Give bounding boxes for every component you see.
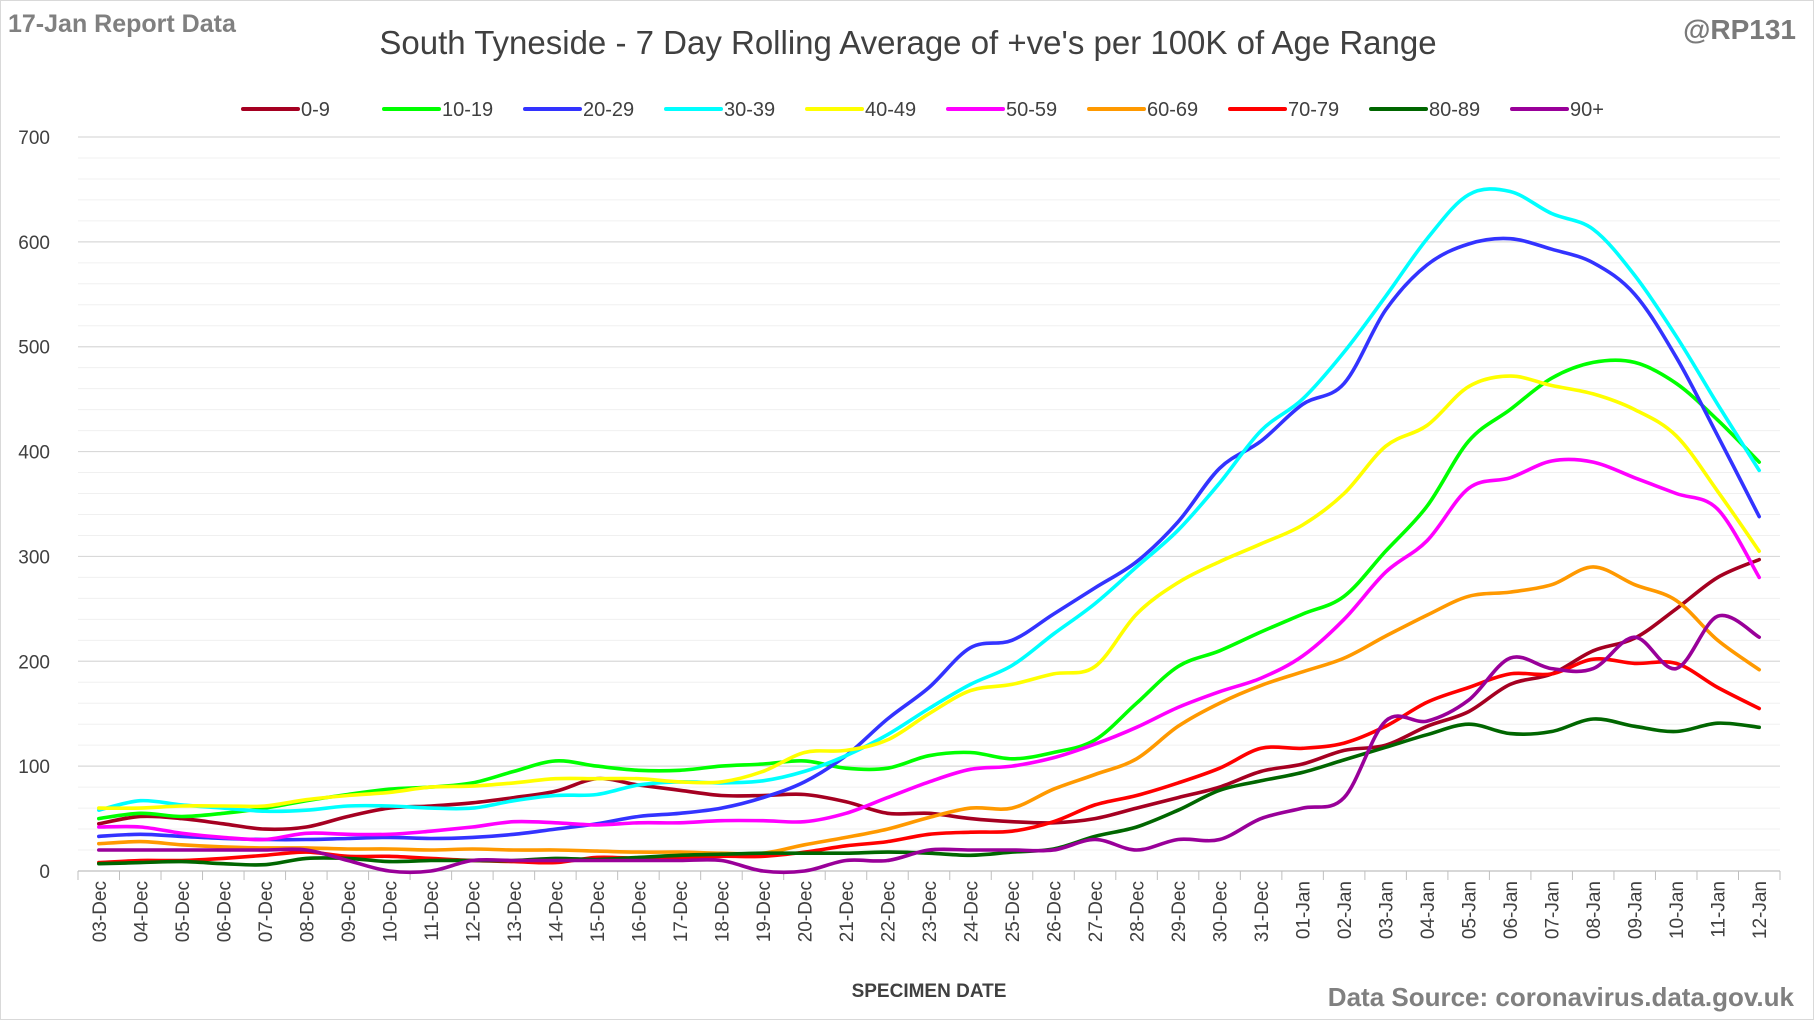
report-date-label: 17-Jan Report Data xyxy=(8,10,236,38)
chart-title: South Tyneside - 7 Day Rolling Average o… xyxy=(379,24,1437,61)
legend-label: 50-59 xyxy=(1006,99,1057,121)
x-tick-label: 30-Dec xyxy=(1211,881,1232,942)
x-tick-label: 03-Jan xyxy=(1377,881,1398,939)
legend-label: 0-9 xyxy=(301,99,330,121)
y-tick-label: 500 xyxy=(18,338,50,359)
x-tick-label: 12-Dec xyxy=(463,881,484,942)
legend-label: 80-89 xyxy=(1429,99,1480,121)
series-line-80-89 xyxy=(97,717,1761,867)
x-tick-label: 25-Dec xyxy=(1003,881,1024,942)
x-tick-label: 04-Dec xyxy=(131,881,152,942)
series-line-60-69 xyxy=(97,565,1761,856)
y-tick-label: 600 xyxy=(18,233,50,254)
axes: 0 100 200 300 400 500 600 700 03-Dec 04-Dec 05-Dec… xyxy=(18,128,1781,942)
x-tick-label: 27-Dec xyxy=(1086,881,1107,942)
x-tick-label: 24-Dec xyxy=(962,881,983,942)
data-source-label: Data Source: coronavirus.data.gov.uk xyxy=(1327,982,1794,1012)
x-tick-label: 18-Dec xyxy=(712,881,733,942)
x-tick-label: 09-Dec xyxy=(339,881,360,942)
x-tick-label: 06-Dec xyxy=(214,881,235,942)
legend-label: 70-79 xyxy=(1288,99,1339,121)
legend-label: 30-39 xyxy=(724,99,775,121)
x-tick-label: 11-Jan xyxy=(1709,881,1730,938)
x-tick-label: 14-Dec xyxy=(546,881,567,942)
series-line-10-19 xyxy=(97,358,1761,821)
legend-label: 20-29 xyxy=(583,99,634,121)
series-line-90+ xyxy=(97,613,1761,875)
x-tick-label: 19-Dec xyxy=(754,881,775,942)
x-tick-label: 21-Dec xyxy=(837,881,858,942)
x-tick-label: 20-Dec xyxy=(795,881,816,942)
x-tick-label: 06-Jan xyxy=(1501,881,1522,939)
series-line-20-29 xyxy=(97,236,1761,842)
x-tick-label: 07-Dec xyxy=(256,881,277,942)
x-tick-label: 10-Dec xyxy=(380,881,401,942)
x-tick-label: 13-Dec xyxy=(505,881,526,942)
y-tick-label: 200 xyxy=(18,652,50,673)
legend-label: 60-69 xyxy=(1147,99,1198,121)
x-tick-label: 22-Dec xyxy=(878,881,899,942)
x-tick-label: 31-Dec xyxy=(1252,881,1273,942)
x-tick-label: 11-Dec xyxy=(422,881,443,941)
x-tick-label: 15-Dec xyxy=(588,881,609,942)
x-tick-label: 07-Jan xyxy=(1543,881,1564,939)
y-tick-label: 400 xyxy=(18,443,50,464)
x-tick-label: 03-Dec xyxy=(90,881,111,942)
legend-label: 40-49 xyxy=(865,99,916,121)
x-tick-label: 04-Jan xyxy=(1418,881,1439,939)
x-tick-label: 05-Jan xyxy=(1460,881,1481,939)
x-tick-label: 12-Jan xyxy=(1750,881,1771,939)
x-tick-label: 01-Jan xyxy=(1294,881,1315,939)
legend-label: 90+ xyxy=(1570,99,1604,121)
series-line-0-9 xyxy=(97,557,1761,832)
x-tick-label: 05-Dec xyxy=(173,881,194,942)
x-tick-label: 08-Dec xyxy=(297,881,318,942)
x-tick-label: 26-Dec xyxy=(1045,881,1066,942)
series-lines xyxy=(97,187,1761,875)
author-handle: @RP131 xyxy=(1683,14,1796,45)
series-line-40-49 xyxy=(97,374,1761,811)
x-tick-label: 29-Dec xyxy=(1169,881,1190,942)
series-line-50-59 xyxy=(97,457,1761,842)
y-tick-label: 700 xyxy=(18,128,50,149)
x-tick-label: 16-Dec xyxy=(629,881,650,942)
y-tick-label: 300 xyxy=(18,547,50,568)
x-tick-label: 28-Dec xyxy=(1128,881,1149,942)
x-tick-label: 09-Jan xyxy=(1626,881,1647,939)
legend-label: 10-19 xyxy=(442,99,493,121)
x-tick-label: 02-Jan xyxy=(1335,881,1356,939)
series-line-30-39 xyxy=(97,187,1761,814)
y-tick-label: 100 xyxy=(18,757,50,778)
legend: 0-9 10-19 20-29 30-39 40-49 50-59 60-69 70-79 80… xyxy=(241,99,1604,121)
x-tick-label: 10-Jan xyxy=(1667,881,1688,939)
x-tick-label: 17-Dec xyxy=(671,881,692,942)
y-tick-label: 0 xyxy=(39,862,50,883)
gridlines xyxy=(78,136,1780,851)
series-line-70-79 xyxy=(97,657,1761,865)
x-tick-label: 08-Jan xyxy=(1584,881,1605,939)
x-tick-label: 23-Dec xyxy=(920,881,941,942)
x-axis-label: SPECIMEN DATE xyxy=(852,981,1007,1002)
